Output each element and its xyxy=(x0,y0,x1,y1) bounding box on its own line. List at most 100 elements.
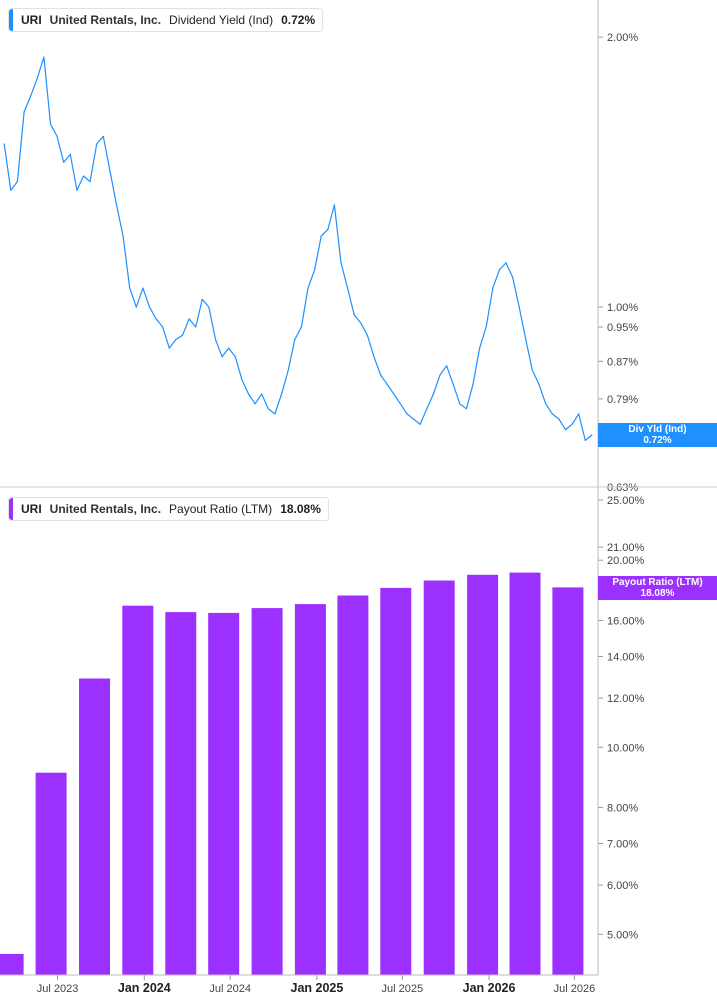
data-point xyxy=(498,269,500,271)
y-tick-label: 8.00% xyxy=(607,802,638,814)
data-point xyxy=(287,369,289,371)
data-point xyxy=(327,229,329,231)
data-point xyxy=(511,276,514,278)
legend-metric: Payout Ratio (LTM) xyxy=(169,502,273,516)
x-tick-label: Jul 2026 xyxy=(554,983,596,995)
x-tick-label: Jan 2025 xyxy=(291,981,344,995)
data-point xyxy=(122,235,124,237)
data-point xyxy=(406,413,408,415)
data-point xyxy=(201,298,203,300)
payout-ratio-bar xyxy=(208,612,240,975)
data-point xyxy=(439,374,441,376)
payout-ratio-bar xyxy=(294,604,326,975)
data-point xyxy=(492,287,494,289)
legend-company: United Rentals, Inc. xyxy=(49,13,162,27)
data-point xyxy=(23,111,25,113)
y-tick-label: 1.00% xyxy=(607,302,638,314)
data-point xyxy=(446,365,448,367)
data-point xyxy=(545,403,547,405)
data-point xyxy=(452,383,454,385)
data-point xyxy=(314,269,316,271)
data-point xyxy=(386,383,388,385)
data-point xyxy=(89,181,91,183)
series-color-swatch xyxy=(9,9,13,31)
payout-ratio-bar xyxy=(509,572,541,975)
data-point xyxy=(360,322,362,324)
data-point xyxy=(267,408,269,410)
y-tick-label: 25.00% xyxy=(607,495,645,507)
y-tick-label: 20.00% xyxy=(607,555,645,567)
data-point xyxy=(261,393,263,395)
data-point xyxy=(208,306,210,308)
y-tick-label: 16.00% xyxy=(607,615,645,627)
legend-company: United Rentals, Inc. xyxy=(49,502,162,516)
data-point xyxy=(300,326,302,328)
data-point xyxy=(347,287,349,289)
y-tick-label: 21.00% xyxy=(607,542,645,554)
data-point xyxy=(10,189,12,191)
payout-ratio-bar xyxy=(337,595,369,975)
data-point xyxy=(175,338,177,341)
data-point xyxy=(591,434,593,436)
data-point xyxy=(181,334,184,336)
tag-value: 0.72% xyxy=(643,435,672,446)
dividend-yield-line xyxy=(3,56,593,441)
y-tick-label: 0.87% xyxy=(607,356,638,368)
data-point xyxy=(241,379,243,381)
payout-ratio-bar xyxy=(467,574,499,975)
data-point xyxy=(82,175,85,177)
legend-ticker: URI xyxy=(21,502,42,516)
x-tick-label: Jan 2026 xyxy=(463,981,516,995)
data-point xyxy=(472,383,474,385)
data-point xyxy=(571,423,573,425)
data-point xyxy=(413,418,415,420)
data-point xyxy=(333,204,335,206)
y-tick-label: 6.00% xyxy=(607,880,638,892)
x-axis: Jul 2023 Jan 2024 Jul 2024 Jan 2025 Jul 2025… xyxy=(37,975,595,995)
payout-ratio-bar xyxy=(552,587,584,975)
payout-ratio-legend: URI United Rentals, Inc. Payout Ratio (L… xyxy=(8,497,329,521)
data-point xyxy=(188,318,190,320)
data-point xyxy=(254,403,256,405)
y-tick-label: 10.00% xyxy=(607,742,645,754)
data-point xyxy=(221,356,223,358)
legend-ticker: URI xyxy=(21,13,42,27)
data-point xyxy=(36,77,38,79)
data-point xyxy=(426,408,428,410)
payout-ratio-bar xyxy=(122,605,154,975)
y-tick-label: 5.00% xyxy=(607,929,638,941)
data-point xyxy=(102,135,104,137)
y-tick-label: 0.95% xyxy=(607,322,638,334)
data-point xyxy=(320,235,322,237)
data-point xyxy=(195,326,197,328)
data-point xyxy=(399,403,401,405)
data-point xyxy=(538,383,540,385)
data-point xyxy=(115,204,118,206)
tag-value: 18.08% xyxy=(640,588,675,599)
data-point xyxy=(30,95,32,97)
y-tick-label: 12.00% xyxy=(607,693,645,705)
data-point xyxy=(168,347,170,349)
data-point xyxy=(228,347,230,349)
data-point xyxy=(16,181,18,183)
data-point xyxy=(76,189,78,191)
data-point xyxy=(485,326,487,328)
data-point xyxy=(578,413,580,415)
payout-ratio-bar xyxy=(380,587,412,975)
dividend-yield-panel: 2.00%1.00%0.95%0.87%0.79%0.71%0.63% xyxy=(3,32,638,494)
data-point xyxy=(380,374,382,376)
payout-ratio-bar xyxy=(251,608,283,975)
data-point xyxy=(142,287,144,289)
data-point xyxy=(551,413,553,415)
legend-metric: Dividend Yield (Ind) xyxy=(169,13,274,27)
data-point xyxy=(366,334,368,336)
data-point xyxy=(129,287,131,289)
payout-ratio-panel: 25.00%21.00%20.00%18.00%16.00%14.00%12.0… xyxy=(0,495,645,975)
y-tick-label: 7.00% xyxy=(607,839,638,851)
data-point xyxy=(373,356,375,358)
data-point xyxy=(135,306,137,308)
data-point xyxy=(531,369,534,371)
data-point xyxy=(419,423,421,425)
payout-ratio-bar xyxy=(423,580,455,975)
